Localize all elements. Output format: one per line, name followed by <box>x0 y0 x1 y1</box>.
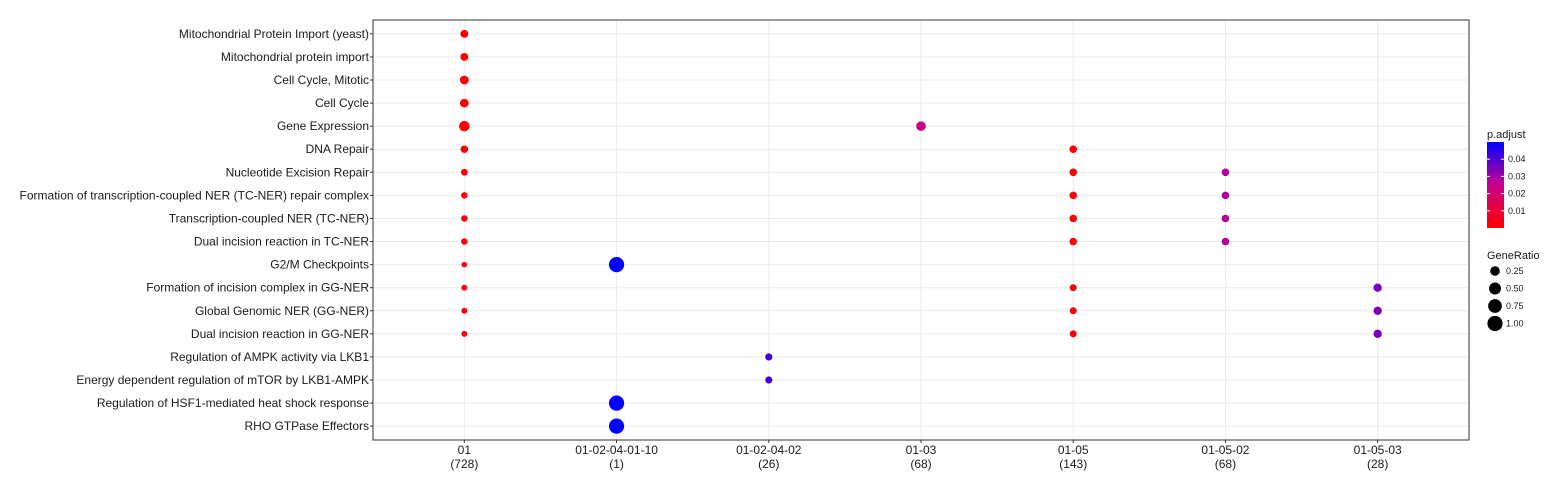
data-point <box>461 330 468 337</box>
gene-ratio-legend-dot <box>1488 299 1502 313</box>
y-tick-label: Cell Cycle, Mitotic <box>274 73 369 87</box>
gene-ratio-legend-label: 1.00 <box>1506 319 1524 329</box>
data-point <box>1221 237 1230 246</box>
p-adjust-legend-tick-label: 0.04 <box>1508 154 1526 164</box>
y-tick-label: Nucleotide Excision Repair <box>226 165 369 179</box>
data-point <box>608 395 625 411</box>
data-point <box>1069 237 1077 246</box>
x-tick-count-label: (143) <box>1059 457 1087 471</box>
data-point <box>460 29 469 38</box>
gene-ratio-legend-label: 0.25 <box>1506 266 1524 276</box>
data-point <box>460 52 469 61</box>
data-point <box>1373 329 1382 339</box>
y-tick-label: Transcription-coupled NER (TC-NER) <box>169 211 369 225</box>
p-adjust-legend-tick-label: 0.03 <box>1508 171 1526 181</box>
data-points <box>459 29 1382 434</box>
data-point <box>461 215 468 222</box>
p-adjust-colorbar <box>1487 142 1504 228</box>
data-point <box>1069 307 1077 315</box>
y-tick-label: Dual incision reaction in GG-NER <box>191 327 369 341</box>
gene-ratio-legend-label: 0.50 <box>1506 284 1524 294</box>
gene-ratio-legend-title: GeneRatio <box>1487 250 1540 262</box>
data-point <box>1069 214 1077 223</box>
y-tick-label: RHO GTPase Effectors <box>245 419 369 433</box>
y-tick-label: Mitochondrial Protein Import (yeast) <box>179 27 369 41</box>
data-point <box>461 284 468 291</box>
x-tick-count-label: (26) <box>758 457 779 471</box>
p-adjust-legend: p.adjust 0.01 0.02 0.03 0.04 <box>1487 129 1526 228</box>
data-point <box>1373 306 1382 315</box>
x-tick-count-label: (1) <box>609 457 624 471</box>
y-tick-label: Mitochondrial protein import <box>221 50 370 64</box>
data-point <box>461 238 468 245</box>
data-point <box>461 192 468 199</box>
data-point <box>461 307 468 314</box>
data-point <box>1069 330 1077 338</box>
vertical-gridlines <box>463 20 1379 440</box>
data-point <box>1069 284 1077 292</box>
data-point <box>608 418 625 434</box>
x-tick-label: 01-05-03 <box>1354 443 1402 457</box>
y-tick-label: Cell Cycle <box>315 96 369 110</box>
y-tick-label: Regulation of HSF1-mediated heat shock r… <box>97 396 369 410</box>
data-point <box>916 121 926 131</box>
y-tick-label: Energy dependent regulation of mTOR by L… <box>76 373 369 387</box>
p-adjust-legend-tick-label: 0.02 <box>1508 189 1526 199</box>
x-axis: 01(728) 01-02-04-01-10(1) 01-02-04-02(26) 0… <box>450 440 1402 471</box>
y-tick-label: Formation of transcription-coupled NER (… <box>20 188 369 202</box>
data-point <box>1069 191 1077 200</box>
x-tick-count-label: (728) <box>450 457 478 471</box>
y-tick-label: DNA Repair <box>306 142 369 156</box>
gene-ratio-legend-dot <box>1487 315 1503 332</box>
y-tick-label: Global Genomic NER (GG-NER) <box>195 304 369 318</box>
data-point <box>765 353 773 361</box>
gene-ratio-legend-label: 0.75 <box>1506 301 1524 311</box>
plot-panel <box>372 19 1470 441</box>
x-tick-label: 01-03 <box>906 443 937 457</box>
gene-ratio-legend-keys: 0.25 0.50 0.75 1.00 <box>1487 266 1524 332</box>
y-tick-label: Dual incision reaction in TC-NER <box>194 235 370 249</box>
x-tick-count-label: (28) <box>1367 457 1388 471</box>
data-point <box>608 257 625 273</box>
p-adjust-legend-ticks: 0.01 0.02 0.03 0.04 <box>1487 154 1526 216</box>
data-point <box>459 120 470 132</box>
x-tick-label: 01-05-02 <box>1201 443 1249 457</box>
data-point <box>1221 168 1230 177</box>
y-tick-label: Formation of incision complex in GG-NER <box>146 281 369 295</box>
y-tick-label: G2/M Checkpoints <box>270 258 369 272</box>
data-point <box>1373 283 1382 292</box>
data-point <box>1069 145 1077 154</box>
x-tick-label: 01 <box>458 443 472 457</box>
data-point <box>461 261 468 268</box>
data-point <box>1221 191 1230 200</box>
x-tick-count-label: (68) <box>910 457 931 471</box>
data-point <box>459 98 469 108</box>
gene-ratio-legend: GeneRatio 0.25 0.50 0.75 1.00 <box>1487 250 1540 332</box>
data-point <box>765 376 773 384</box>
x-tick-label: 01-02-04-01-10 <box>575 443 658 457</box>
x-tick-count-label: (68) <box>1215 457 1236 471</box>
p-adjust-legend-tick-label: 0.01 <box>1508 206 1526 216</box>
gene-ratio-legend-dot <box>1490 266 1500 276</box>
data-point <box>459 75 469 85</box>
data-point <box>460 145 469 154</box>
x-tick-label: 01-02-04-02 <box>736 443 802 457</box>
gene-ratio-legend-dot <box>1489 282 1501 295</box>
data-point <box>1221 214 1230 223</box>
x-tick-label: 01-05 <box>1058 443 1089 457</box>
data-point <box>460 168 468 176</box>
y-tick-label: Gene Expression <box>277 119 369 133</box>
y-tick-label: Regulation of AMPK activity via LKB1 <box>170 350 369 364</box>
y-axis: Mitochondrial Protein Import (yeast) Mito… <box>20 27 373 433</box>
p-adjust-legend-title: p.adjust <box>1487 129 1526 141</box>
data-point <box>1069 168 1077 177</box>
